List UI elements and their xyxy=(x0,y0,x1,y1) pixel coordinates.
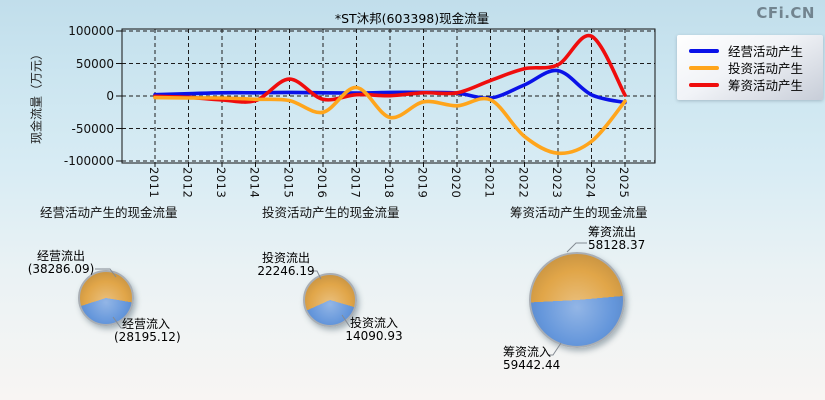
pie-financing xyxy=(529,252,625,348)
x-tick-label: 2017 xyxy=(348,167,363,199)
x-tick-label: 2011 xyxy=(147,167,161,199)
pie-label-value: 58128.37 xyxy=(588,238,646,252)
pie-label-value: 22246.19 xyxy=(257,264,315,278)
y-tick-label: 0 xyxy=(106,89,114,103)
x-tick-label: 2014 xyxy=(247,167,262,199)
chart-legend: 经营活动产生 投资活动产生 筹资活动产生 xyxy=(677,35,823,100)
legend-line-swatch-icon xyxy=(689,65,719,70)
pie-label-value: 14090.93 xyxy=(345,329,403,343)
legend-label: 筹资活动产生 xyxy=(728,78,804,93)
pie-label-financing-out: 筹资流出 58128.37 xyxy=(588,226,650,252)
legend-label: 经营活动产生 xyxy=(728,44,804,59)
pie-label-value: (28195.12) xyxy=(114,330,181,344)
x-tick-label: 2024 xyxy=(583,167,598,199)
pie-label-text: 筹资流入 xyxy=(503,345,552,359)
section-title-operating: 经营活动产生的现金流量 xyxy=(40,205,178,220)
pie-label-text: 筹资流出 xyxy=(588,225,637,239)
y-tick-label: -50000 xyxy=(71,121,114,136)
chart-title: *ST沐邦(603398)现金流量 xyxy=(334,11,490,26)
y-axis-title: 现金流量（万元） xyxy=(29,47,44,145)
legend-line-swatch-icon xyxy=(689,48,719,53)
x-tick-label: 2013 xyxy=(214,167,229,199)
pie-label-value: (38286.09) xyxy=(27,262,95,276)
x-tick-label: 2018 xyxy=(382,167,396,199)
legend-line-swatch-icon xyxy=(689,82,719,87)
y-tick-label: 50000 xyxy=(75,56,114,71)
series-operating xyxy=(153,68,627,105)
x-tick-label: 2025 xyxy=(617,167,631,199)
pie-label-operating-in: 经营流入 (28195.12) xyxy=(114,317,181,344)
pie-label-text: 经营流入 xyxy=(121,317,170,331)
line-chart xyxy=(116,28,656,167)
pie-label-investing-out: 投资流出 22246.19 xyxy=(254,252,318,278)
connector-line xyxy=(566,242,587,253)
x-tick-label: 2015 xyxy=(281,167,296,199)
legend-item: 筹资活动产生 xyxy=(689,76,813,93)
section-title-financing: 筹资活动产生的现金流量 xyxy=(510,205,648,220)
brand-logo: CFi.CN xyxy=(756,4,815,22)
x-tick-label: 2023 xyxy=(549,167,564,199)
x-tick-label: 2021 xyxy=(482,167,497,199)
pie-label-financing-in: 筹资流入 59442.44 xyxy=(503,346,565,372)
pie-label-investing-in: 投资流入 14090.93 xyxy=(345,317,403,343)
series-financing xyxy=(153,33,627,104)
x-tick-label: 2022 xyxy=(516,167,531,199)
x-tick-label: 2016 xyxy=(314,167,329,199)
section-title-investing: 投资活动产生的现金流量 xyxy=(262,205,400,220)
x-tick-label: 2020 xyxy=(449,167,464,199)
x-tick-label: 2019 xyxy=(415,167,430,199)
pie-label-text: 经营流出 xyxy=(36,249,85,263)
pie-label-value: 59442.44 xyxy=(503,358,561,372)
legend-label: 投资活动产生 xyxy=(728,61,804,76)
series-investing xyxy=(153,85,627,156)
pie-label-text: 投资流入 xyxy=(349,316,398,330)
legend-item: 投资活动产生 xyxy=(689,59,813,76)
x-tick-label: 2012 xyxy=(180,167,195,199)
pie-label-operating-out: 经营流出 (38286.09) xyxy=(22,250,100,276)
pie-label-text: 投资流出 xyxy=(261,251,310,265)
y-tick-label: -100000 xyxy=(63,154,114,168)
legend-item: 经营活动产生 xyxy=(689,42,813,59)
y-tick-label: 100000 xyxy=(68,24,114,38)
